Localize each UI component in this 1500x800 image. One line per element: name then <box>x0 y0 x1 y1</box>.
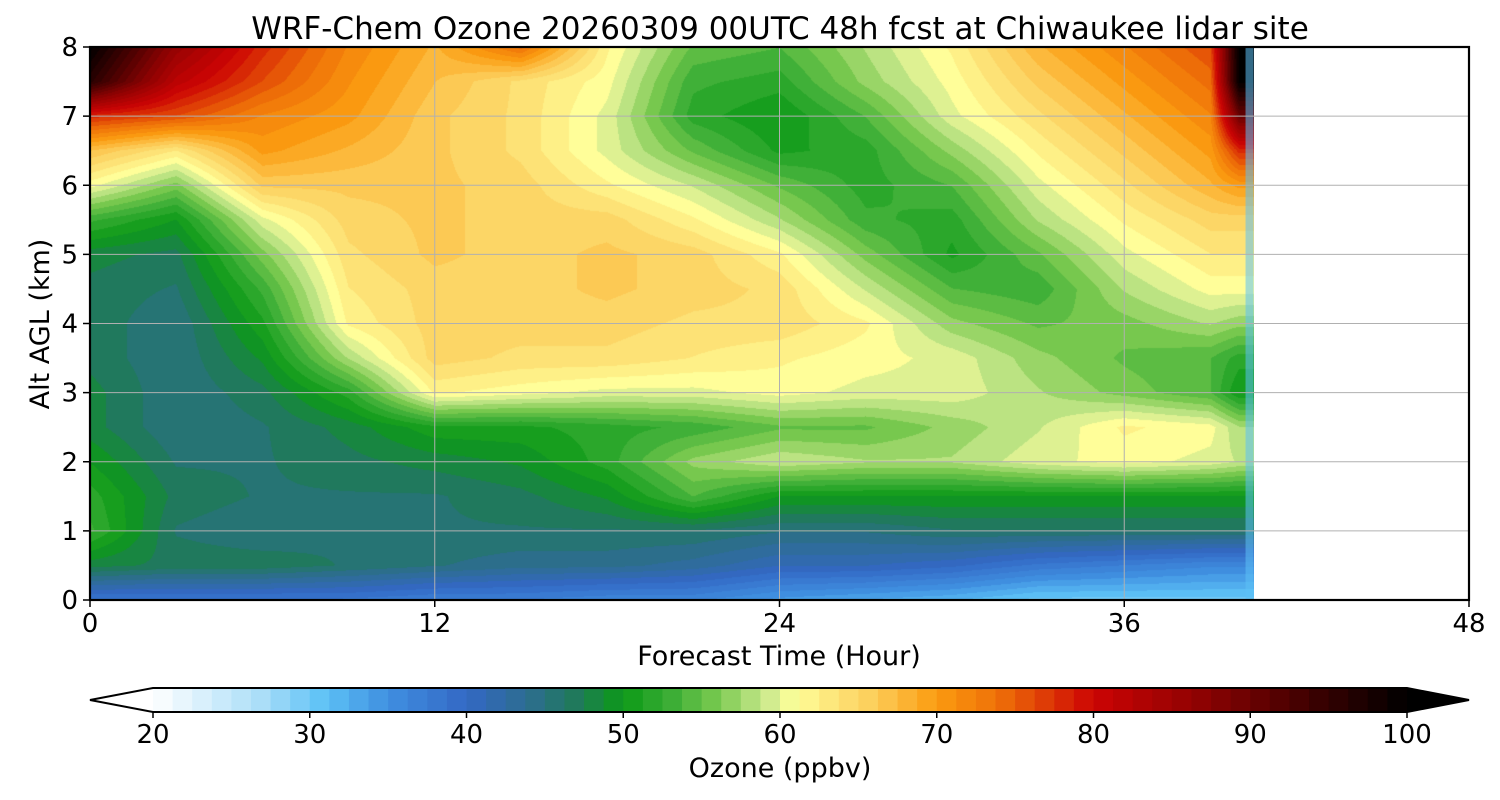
colorbar-segment <box>1093 688 1114 712</box>
y-tick-label: 8 <box>61 33 78 63</box>
colorbar-segment <box>1269 688 1291 712</box>
colorbar-segment <box>897 688 918 712</box>
colorbar-segment <box>1387 688 1408 712</box>
colorbar-segment <box>486 688 507 712</box>
y-tick-label: 1 <box>61 517 78 547</box>
colorbar-segment <box>309 688 330 712</box>
colorbar-segment <box>466 688 487 712</box>
colorbar-tick-label: 100 <box>1382 720 1432 750</box>
colorbar-segment <box>1328 688 1349 712</box>
colorbar-tick-label: 80 <box>1077 720 1110 750</box>
colorbar-segment <box>231 688 252 712</box>
colorbar-segment <box>1191 688 1212 712</box>
colorbar-segment <box>1289 688 1310 712</box>
x-axis-ticks: 0 12 24 36 48 <box>82 600 1486 639</box>
y-axis-ticks: 0 1 2 3 4 5 6 7 8 <box>61 33 90 616</box>
colorbar-segment <box>427 688 448 712</box>
colorbar-segment <box>662 688 683 712</box>
chart-title: WRF-Chem Ozone 20260309 00UTC 48h fcst a… <box>251 11 1309 47</box>
colorbar-segment <box>1367 688 1389 712</box>
x-axis-label: Forecast Time (Hour) <box>637 641 921 672</box>
x-tick-label: 36 <box>1108 609 1141 639</box>
colorbar-segment <box>250 688 272 712</box>
colorbar-segment <box>348 688 370 712</box>
colorbar-segment <box>544 688 566 712</box>
colorbar-segment <box>799 688 820 712</box>
colorbar-segment <box>446 688 468 712</box>
x-tick-label: 12 <box>418 609 451 639</box>
colorbar-segment <box>721 688 742 712</box>
colorbar-segment <box>1054 688 1075 712</box>
colorbar-label: Ozone (ppbv) <box>689 753 872 784</box>
y-tick-label: 4 <box>61 310 78 340</box>
colorbar-tick-label: 50 <box>607 720 640 750</box>
colorbar-segment <box>1171 688 1193 712</box>
y-tick-label: 7 <box>61 102 78 132</box>
colorbar-segment <box>1132 688 1153 712</box>
colorbar-segment <box>388 688 409 712</box>
colorbar-segment <box>564 688 585 712</box>
colorbar-tick-label: 20 <box>136 720 169 750</box>
colorbar-segment <box>153 688 174 712</box>
x-tick-label: 0 <box>82 609 99 639</box>
colorbar-tick-label: 60 <box>763 720 796 750</box>
colorbar-segment <box>584 688 605 712</box>
colorbar-segment <box>760 688 781 712</box>
colorbar-segment <box>936 688 957 712</box>
colorbar-segment <box>525 688 546 712</box>
colorbar-segment <box>290 688 311 712</box>
colorbar-segment <box>407 688 428 712</box>
colorbar-segment <box>172 688 193 712</box>
colorbar-segment <box>1230 688 1251 712</box>
y-tick-label: 0 <box>61 586 78 616</box>
x-tick-label: 48 <box>1452 609 1485 639</box>
colorbar-segment <box>917 688 938 712</box>
colorbar-tick-label: 30 <box>293 720 326 750</box>
colorbar-segment <box>1211 688 1232 712</box>
colorbar-segment <box>1073 688 1095 712</box>
colorbar-segment <box>975 688 997 712</box>
y-tick-label: 5 <box>61 240 78 270</box>
colorbar-tick-label: 40 <box>450 720 483 750</box>
colorbar-segment <box>623 688 644 712</box>
colorbar-tick-label: 90 <box>1234 720 1267 750</box>
colorbar-segment <box>192 688 213 712</box>
y-axis-label: Alt AGL (km) <box>25 239 56 410</box>
colorbar-extend-low <box>90 688 153 712</box>
colorbar-segment <box>329 688 350 712</box>
colorbar-segment <box>780 688 801 712</box>
colorbar-segment <box>603 688 624 712</box>
colorbar-segment <box>819 688 840 712</box>
colorbar-segment <box>642 688 664 712</box>
y-tick-label: 3 <box>61 379 78 409</box>
colorbar-tick-label: 70 <box>920 720 953 750</box>
colorbar-segment <box>368 688 389 712</box>
colorbar-segment <box>1034 688 1055 712</box>
colorbar-segment <box>1113 688 1134 712</box>
x-tick-label: 24 <box>763 609 796 639</box>
colorbar-extend-high <box>1407 688 1469 712</box>
y-tick-label: 6 <box>61 171 78 201</box>
colorbar-segment <box>1015 688 1036 712</box>
colorbar-segment <box>1152 688 1173 712</box>
colorbar-segment <box>505 688 526 712</box>
colorbar-segment <box>270 688 291 712</box>
colorbar-segment <box>211 688 232 712</box>
colorbar-segment <box>1348 688 1369 712</box>
colorbar-segment <box>995 688 1016 712</box>
colorbar-segment <box>1250 688 1271 712</box>
colorbar-segment <box>701 688 722 712</box>
colorbar-segment <box>956 688 977 712</box>
colorbar-segment <box>740 688 762 712</box>
colorbar-segment <box>877 688 899 712</box>
colorbar-segment <box>838 688 859 712</box>
colorbar-segment <box>858 688 879 712</box>
y-tick-label: 2 <box>61 448 78 478</box>
colorbar-segment <box>1309 688 1330 712</box>
colorbar-segment <box>682 688 703 712</box>
colorbar: 20 30 40 50 60 70 80 90 100 <box>89 687 1470 750</box>
